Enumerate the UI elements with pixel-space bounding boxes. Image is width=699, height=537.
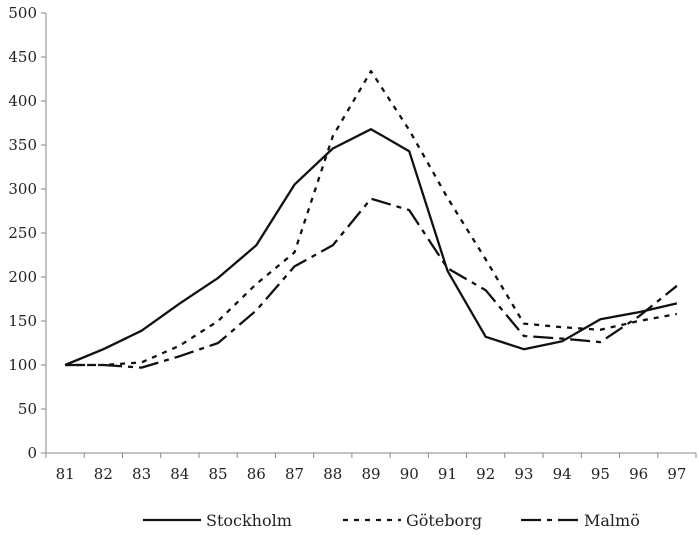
x-tick-label: 92	[476, 465, 495, 483]
y-tick-label: 500	[8, 4, 37, 22]
legend-label: Göteborg	[406, 511, 482, 530]
y-tick-label: 350	[8, 136, 37, 154]
y-tick-label: 200	[8, 268, 37, 286]
x-tick-label: 85	[209, 465, 228, 483]
x-tick-label: 89	[361, 465, 380, 483]
x-tick-label: 81	[56, 465, 75, 483]
series-line-malm-	[65, 197, 678, 369]
x-tick-label: 88	[323, 465, 342, 483]
y-tick-label: 250	[8, 224, 37, 242]
series-group	[64, 69, 678, 369]
y-tick-label: 150	[8, 312, 37, 330]
chart-axes	[45, 13, 696, 454]
legend-label: Malmö	[584, 511, 640, 530]
x-tick-label: 97	[667, 465, 686, 483]
x-tick-label: 95	[591, 465, 610, 483]
x-tick-label: 87	[285, 465, 304, 483]
x-tick-label: 94	[553, 465, 572, 483]
x-tick-label: 90	[400, 465, 419, 483]
x-tick-label: 83	[132, 465, 151, 483]
y-tick-label: 50	[18, 400, 37, 418]
y-tick-label: 100	[8, 356, 37, 374]
y-tick-label: 0	[27, 444, 37, 462]
x-tick-label: 93	[514, 465, 533, 483]
x-tick-label: 96	[629, 465, 648, 483]
x-axis-ticks: 81 82 83 84 85 86 87 88 89 90 91 92 93 94 95 96 97	[45, 453, 697, 483]
series-line-g-teborg	[65, 69, 678, 367]
y-axis-ticks: 0 50 100 150 200 250 300 350 400 450 500	[8, 4, 46, 462]
x-tick-label: 82	[94, 465, 113, 483]
legend-label: Stockholm	[206, 511, 292, 530]
y-tick-label: 300	[8, 180, 37, 198]
y-tick-label: 450	[8, 48, 37, 66]
series-line-stockholm	[64, 128, 678, 367]
x-tick-label: 91	[438, 465, 457, 483]
x-tick-label: 84	[170, 465, 189, 483]
legend: Stockholm Göteborg Malmö	[143, 511, 640, 530]
x-tick-label: 86	[247, 465, 266, 483]
y-tick-label: 400	[8, 92, 37, 110]
